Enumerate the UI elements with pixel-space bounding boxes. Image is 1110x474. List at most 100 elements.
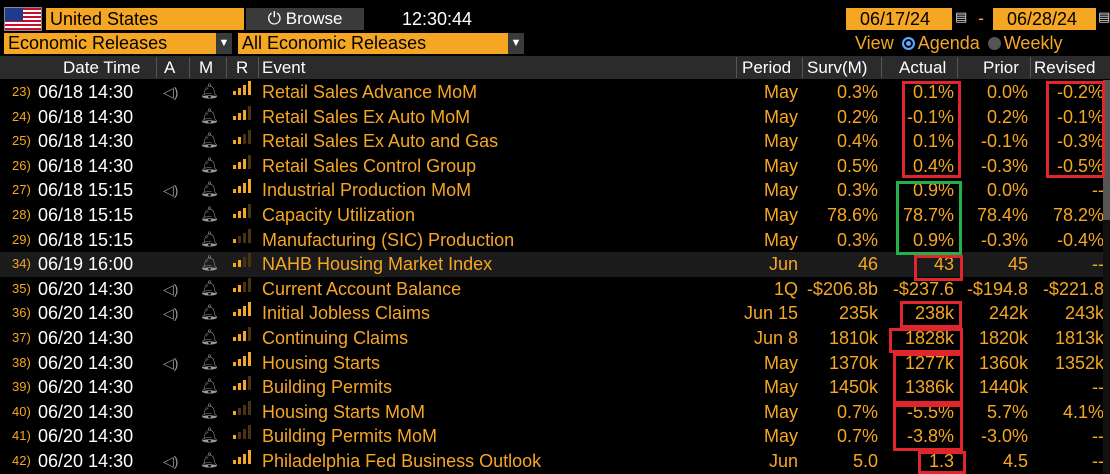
category-dropdown[interactable]: Economic Releases [4,33,216,54]
col-m[interactable]: M [199,58,214,77]
col-period[interactable]: Period [742,58,792,77]
row-prior: 4.5 [1002,450,1028,471]
row-event[interactable]: Retail Sales Advance MoM [262,82,478,102]
browse-button[interactable]: ⏻ Browse [246,8,364,30]
row-actual: -$237.6 [892,278,954,299]
row-event[interactable]: Retail Sales Ex Auto and Gas [262,131,499,152]
speaker-icon[interactable]: ◁) [163,280,179,297]
table-row[interactable]: 39) 06/20 14:30 Building Permits May 1450k 13… [0,375,1110,400]
col-actual[interactable]: Actual [899,58,947,77]
row-period: May [763,180,798,201]
agenda-radio[interactable] [901,37,915,50]
col-r[interactable]: R [236,58,249,77]
col-datetime[interactable]: Date Time [63,58,141,77]
table-row[interactable]: 38) 06/20 14:30 Housing Starts May 1370k 1277… [0,351,1110,376]
bell-icon[interactable]: 🔔︎ [200,181,220,199]
bell-icon[interactable]: 🔔︎ [200,451,220,469]
col-event[interactable]: Event [262,58,306,77]
date-separator: - [978,8,984,28]
relevance-bars-icon [233,105,253,120]
table-row[interactable]: 42) 06/20 14:30 Philadelphia Fed Business … [0,449,1110,474]
col-surv[interactable]: Surv(M) [807,58,868,77]
bell-icon[interactable]: 🔔︎ [200,402,220,420]
speaker-icon[interactable]: ◁) [163,452,179,469]
table-row[interactable]: 24) 06/18 14:30 Retail Sales Ex Auto MoM Ma… [0,105,1110,130]
row-event[interactable]: Building Permits MoM [262,426,438,447]
chevron-down-icon[interactable]: ▼ [508,33,524,54]
bell-icon[interactable]: 🔔︎ [200,132,220,150]
row-prior: 0.2% [986,106,1028,127]
bell-icon[interactable]: 🔔︎ [200,279,220,297]
bell-icon[interactable]: 🔔︎ [200,205,220,223]
row-event[interactable]: Initial Jobless Claims [262,303,431,324]
weekly-radio[interactable] [987,37,1001,50]
bell-icon[interactable]: 🔔︎ [200,427,220,445]
bell-icon[interactable]: 🔔︎ [200,328,220,346]
subcategory-dropdown[interactable]: All Economic Releases [238,33,508,54]
row-prior: 1440k [978,377,1028,398]
us-flag-icon[interactable] [4,7,42,31]
country-selector[interactable]: United States [46,8,244,30]
table-row[interactable]: 27) 06/18 15:15 Industrial Production MoM M… [0,178,1110,203]
agenda-label[interactable]: Agenda [917,33,980,53]
row-event[interactable]: Building Permits [262,377,393,398]
table-row[interactable]: 36) 06/20 14:30 Initial Jobless Claims Jun … [0,301,1110,326]
row-event[interactable]: Manufacturing (SIC) Production [262,229,515,250]
relevance-bars-icon [233,424,253,440]
speaker-icon[interactable]: ◁) [163,84,179,100]
table-row[interactable]: 35) 06/20 14:30 Current Account Balance 1Q -… [0,277,1110,302]
row-event[interactable]: Current Account Balance [262,278,462,299]
row-revised: -- [1092,180,1104,201]
col-a[interactable]: A [164,58,176,77]
weekly-label[interactable]: Weekly [1003,33,1063,53]
bell-icon[interactable]: 🔔︎ [200,107,220,125]
row-survey: -$206.8b [806,278,878,299]
bell-icon[interactable]: 🔔︎ [200,255,220,273]
table-row[interactable]: 37) 06/20 14:30 Continuing Claims Jun 8 1810… [0,326,1110,351]
bell-icon[interactable]: 🔔︎ [200,156,220,174]
col-prior[interactable]: Prior [983,58,1019,77]
speaker-icon[interactable]: ◁) [163,182,179,199]
row-revised: 4.1% [1062,401,1104,422]
table-row[interactable]: 40) 06/20 14:30 Housing Starts MoM May 0.7% -… [0,400,1110,425]
bell-icon[interactable]: 🔔︎ [200,230,220,248]
relevance-bars-icon [233,326,253,341]
table-row[interactable]: 25) 06/18 14:30 Retail Sales Ex Auto and G… [0,129,1110,154]
row-event[interactable]: Retail Sales Ex Auto MoM [262,106,471,127]
col-revised[interactable]: Revised [1034,58,1096,77]
speaker-icon[interactable]: ◁) [163,305,179,322]
events-table: 23) 06/18 14:30 Retail Sales Advance MoM Ma… [0,80,1110,474]
row-number: 39) [12,379,31,395]
bell-icon[interactable]: 🔔︎ [200,353,220,371]
table-row[interactable]: 41) 06/20 14:30 Building Permits MoM May 0.7… [0,424,1110,449]
chevron-down-icon[interactable]: ▼ [216,33,232,54]
bell-icon[interactable]: 🔔︎ [200,304,220,322]
scrollbar-thumb[interactable] [1103,80,1110,220]
table-row[interactable]: 29) 06/18 15:15 Manufacturing (SIC) Produc… [0,228,1110,253]
bell-icon[interactable]: 🔔︎ [200,378,220,396]
table-row[interactable]: 26) 06/18 14:30 Retail Sales Control Group… [0,154,1110,179]
row-event[interactable]: NAHB Housing Market Index [262,254,493,275]
bell-icon[interactable]: 🔔︎ [200,83,220,100]
row-event[interactable]: Retail Sales Control Group [262,155,477,176]
row-actual: -5.5% [906,401,954,422]
row-event[interactable]: Capacity Utilization [262,204,416,225]
table-row[interactable]: 23) 06/18 14:30 Retail Sales Advance MoM Ma… [0,80,1110,105]
row-event[interactable]: Philadelphia Fed Business Outlook [262,450,542,471]
calendar-icon[interactable]: ▤ [1098,9,1110,24]
calendar-icon[interactable]: ▤ [955,9,968,24]
table-row[interactable]: 28) 06/18 15:15 Capacity Utilization May 78.… [0,203,1110,228]
row-actual: 78.7% [902,204,954,225]
row-event[interactable]: Housing Starts MoM [262,401,426,422]
row-survey: 1810k [828,327,878,348]
speaker-icon[interactable]: ◁) [163,354,179,371]
scrollbar[interactable] [1103,80,1110,474]
date-from-input[interactable]: 06/17/24 [846,8,952,30]
row-prior: -0.3% [980,229,1028,250]
date-to-input[interactable]: 06/28/24 [993,8,1096,30]
table-row[interactable]: 34) 06/19 16:00 NAHB Housing Market Index J… [0,252,1110,277]
row-event[interactable]: Industrial Production MoM [262,180,472,201]
row-event[interactable]: Continuing Claims [262,327,409,348]
row-event[interactable]: Housing Starts [262,352,381,373]
row-number: 42) [12,452,31,468]
